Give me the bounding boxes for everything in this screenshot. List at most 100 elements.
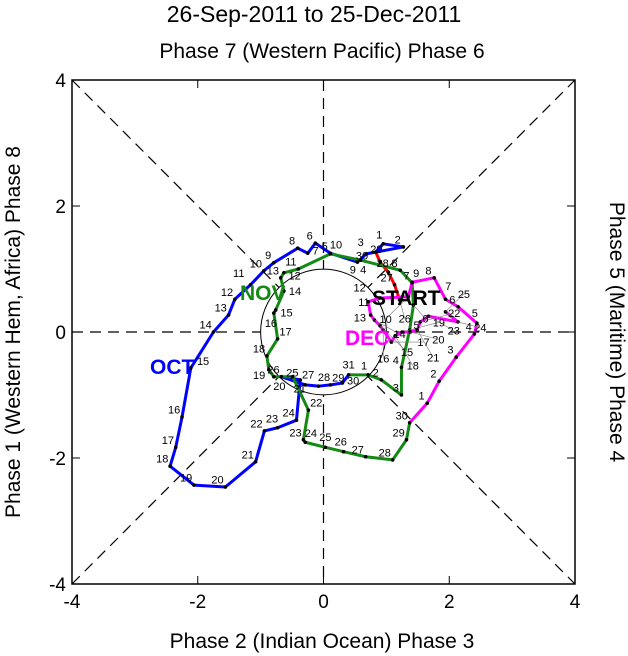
day-label: 5: [472, 308, 478, 320]
day-label: 24: [305, 428, 317, 440]
day-label: 24: [282, 408, 294, 420]
data-point: [379, 378, 384, 382]
data-point: [378, 296, 382, 300]
series-group: [168, 241, 479, 489]
day-label: 10: [250, 258, 262, 270]
data-point: [275, 425, 280, 430]
data-point: [265, 354, 269, 358]
day-label: 6: [422, 314, 428, 326]
data-point: [399, 393, 404, 397]
y-tick-label: 0: [55, 323, 66, 344]
data-point: [226, 313, 231, 317]
data-point: [368, 313, 373, 317]
day-label: 15: [280, 308, 292, 320]
data-point: [418, 320, 423, 324]
day-label: 22: [250, 418, 262, 430]
day-label: 3: [447, 345, 453, 357]
day-label: 16: [168, 405, 180, 417]
data-point: [211, 330, 216, 334]
x-tick-label: 2: [444, 592, 455, 613]
data-point: [282, 270, 286, 275]
day-label: 7: [445, 281, 451, 293]
day-label: 25: [286, 367, 298, 379]
day-label: 2: [373, 367, 379, 379]
data-point: [341, 449, 346, 454]
day-label: 27: [302, 370, 314, 382]
day-label: 10: [330, 240, 342, 252]
day-label: 14: [289, 286, 301, 298]
day-label-leader: [402, 322, 439, 333]
data-point: [275, 337, 280, 341]
data-point: [313, 241, 318, 245]
day-label: 24: [474, 323, 486, 335]
data-point: [294, 418, 299, 423]
data-point: [407, 420, 412, 425]
data-point: [266, 368, 271, 372]
data-point: [443, 297, 448, 302]
data-point: [273, 308, 278, 312]
day-label: 25: [458, 289, 470, 301]
data-point: [180, 415, 184, 419]
x-tick-label: 0: [318, 592, 329, 613]
month-label-dec: DEC: [345, 327, 389, 350]
day-label: 9: [350, 265, 356, 277]
right-phase-label: Phase 5 (Maritime) Phase 4: [605, 202, 628, 463]
chart-title: 26-Sep-2011 to 25-Dec-2011: [167, 1, 462, 27]
data-point: [173, 445, 178, 450]
data-point: [328, 383, 333, 387]
data-point: [296, 267, 301, 271]
data-point: [404, 437, 409, 442]
data-point: [278, 276, 283, 280]
day-label: 4: [360, 264, 366, 276]
day-label: 13: [354, 313, 366, 325]
data-point: [454, 355, 458, 360]
day-label: 26: [399, 314, 411, 326]
data-point: [390, 458, 395, 462]
day-label: 15: [401, 347, 413, 359]
x-tick-label: 4: [570, 592, 581, 613]
day-label: 8: [289, 236, 295, 248]
data-point: [233, 297, 237, 302]
day-label: 4: [466, 321, 472, 333]
data-point: [432, 276, 436, 280]
day-label: 18: [156, 454, 168, 466]
data-point: [363, 454, 368, 459]
day-label-leader: [394, 335, 413, 366]
day-label: 3: [393, 383, 399, 395]
day-label: 29: [370, 244, 382, 256]
day-label: 2: [395, 234, 401, 246]
day-label: 29: [393, 427, 405, 439]
data-point: [373, 250, 378, 254]
top-phase-label: Phase 7 (Western Pacific) Phase 6: [159, 40, 484, 63]
day-label-leader: [410, 331, 439, 340]
diagonal-line: [71, 79, 576, 585]
day-label: 8: [425, 265, 431, 277]
left-phase-label: Phase 1 (Western Hem, Africa) Phase 8: [2, 146, 25, 518]
day-label: 3: [358, 237, 364, 249]
data-point: [355, 260, 360, 264]
day-label: 23: [266, 414, 278, 426]
day-label-leader: [385, 296, 409, 320]
data-point: [262, 429, 267, 433]
y-tick-label: 2: [55, 197, 66, 218]
day-label: 7: [313, 245, 319, 257]
day-label: 21: [294, 383, 306, 395]
day-label-leader: [445, 293, 465, 313]
day-label-leader: [413, 304, 426, 319]
data-point: [301, 437, 306, 442]
day-label: 9: [265, 250, 271, 262]
day-label: 17: [162, 435, 174, 447]
day-label: 5: [322, 241, 328, 253]
data-point: [437, 379, 441, 383]
day-label: 8: [391, 258, 397, 270]
day-label: 9: [413, 268, 419, 280]
day-label: 19: [253, 370, 265, 382]
day-label: 26: [267, 364, 279, 376]
data-point: [472, 332, 477, 336]
day-label-leader: [420, 312, 455, 323]
day-label: 23: [448, 325, 460, 337]
day-label: 20: [211, 475, 223, 487]
day-label: 28: [379, 447, 391, 459]
y-tick-label: 4: [55, 71, 66, 92]
